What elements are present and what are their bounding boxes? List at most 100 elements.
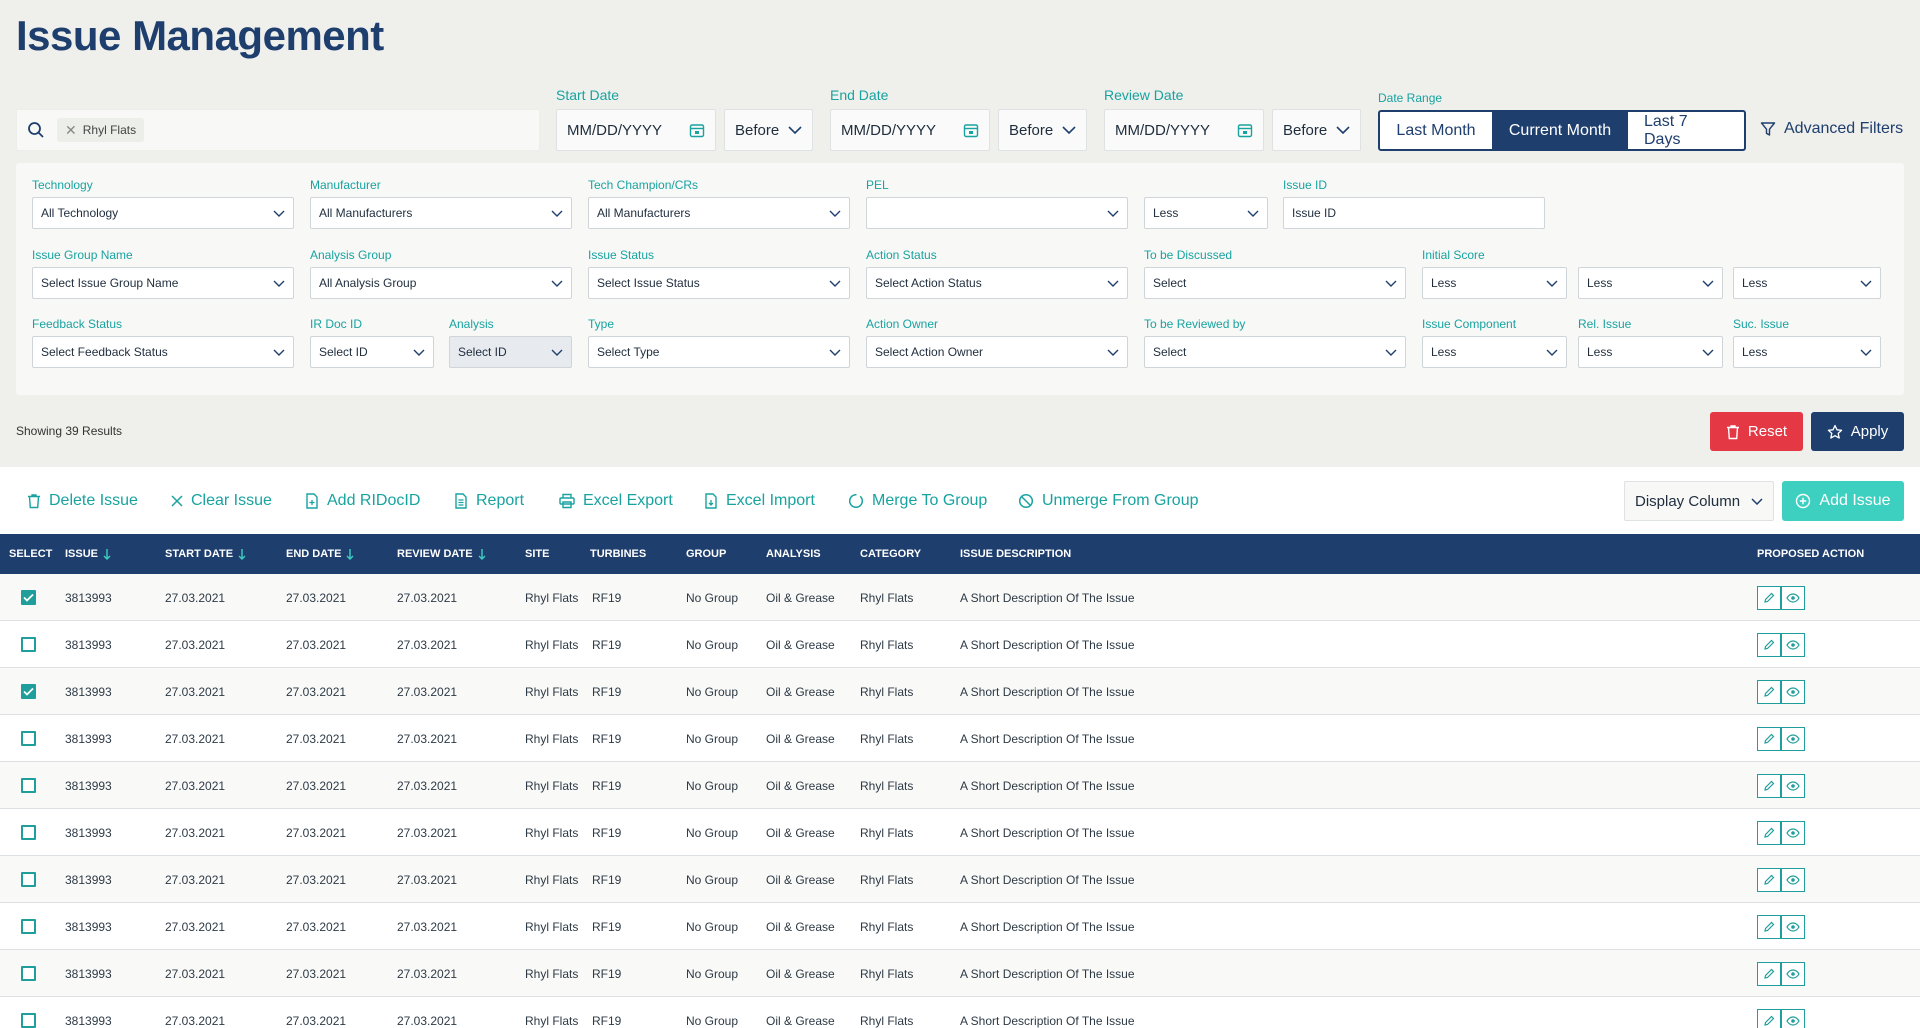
search-input[interactable]: ✕ Rhyl Flats <box>16 109 540 151</box>
rel-issue-select[interactable]: Less <box>1578 336 1723 368</box>
review-date-mode-select[interactable]: Before <box>1272 109 1361 151</box>
edit-icon[interactable] <box>1757 868 1781 892</box>
unmerge-from-group-button[interactable]: Unmerge From Group <box>1018 467 1199 534</box>
eye-icon[interactable] <box>1781 727 1805 751</box>
review-date-input[interactable]: MM/DD/YYYY <box>1104 109 1264 151</box>
issue-id-input[interactable]: Issue ID <box>1283 197 1545 229</box>
technology-select[interactable]: All Technology <box>32 197 294 229</box>
eye-icon[interactable] <box>1781 586 1805 610</box>
table-row[interactable]: 3813993 27.03.2021 27.03.2021 27.03.2021 Rhy… <box>0 903 1920 950</box>
date-range-current-month[interactable]: Current Month <box>1492 112 1628 149</box>
eye-icon[interactable] <box>1781 821 1805 845</box>
pel-select[interactable] <box>866 197 1128 229</box>
column-header-issue[interactable]: ISSUE <box>65 534 111 574</box>
table-row[interactable]: 3813993 27.03.2021 27.03.2021 27.03.2021 Rhy… <box>0 856 1920 903</box>
checkbox-icon[interactable] <box>21 684 36 699</box>
action-status-select[interactable]: Select Action Status <box>866 267 1128 299</box>
pel-compare-select[interactable]: Less <box>1144 197 1268 229</box>
table-row[interactable]: 3813993 27.03.2021 27.03.2021 27.03.2021 Rhy… <box>0 950 1920 997</box>
eye-icon[interactable] <box>1781 868 1805 892</box>
table-row[interactable]: 3813993 27.03.2021 27.03.2021 27.03.2021 Rhy… <box>0 997 1920 1028</box>
eye-icon[interactable] <box>1781 633 1805 657</box>
checkbox-icon[interactable] <box>21 966 36 981</box>
column-header-start-date[interactable]: START DATE <box>165 534 246 574</box>
checkbox-icon[interactable] <box>21 825 36 840</box>
apply-button[interactable]: Apply <box>1811 412 1904 451</box>
action-owner-select[interactable]: Select Action Owner <box>866 336 1128 368</box>
checkbox-icon[interactable] <box>21 731 36 746</box>
to-be-discussed-select[interactable]: Select <box>1144 267 1406 299</box>
checkbox-icon[interactable] <box>21 590 36 605</box>
tech-champion-select[interactable]: All Manufacturers <box>588 197 850 229</box>
close-icon[interactable]: ✕ <box>65 121 77 138</box>
display-column-select[interactable]: Display Column <box>1624 481 1774 521</box>
calendar-icon[interactable] <box>689 122 705 138</box>
table-row[interactable]: 3813993 27.03.2021 27.03.2021 27.03.2021 Rhy… <box>0 574 1920 621</box>
eye-icon[interactable] <box>1781 1009 1805 1028</box>
table-row[interactable]: 3813993 27.03.2021 27.03.2021 27.03.2021 Rhy… <box>0 668 1920 715</box>
start-date-mode-select[interactable]: Before <box>724 109 813 151</box>
date-range-last-month[interactable]: Last Month <box>1396 121 1476 139</box>
type-select[interactable]: Select Type <box>588 336 850 368</box>
excel-export-button[interactable]: Excel Export <box>559 467 673 534</box>
excel-import-button[interactable]: Excel Import <box>704 467 815 534</box>
merge-to-group-button[interactable]: Merge To Group <box>848 467 987 534</box>
end-date-mode-select[interactable]: Before <box>998 109 1087 151</box>
sort-arrow-icon[interactable] <box>103 548 111 560</box>
analysis-select[interactable]: Select ID <box>449 336 572 368</box>
date-range-last-7-days[interactable]: Last 7 Days <box>1644 112 1688 148</box>
column-header-end-date[interactable]: END DATE <box>286 534 354 574</box>
initial-score-select-1[interactable]: Less <box>1422 267 1567 299</box>
edit-icon[interactable] <box>1757 680 1781 704</box>
to-be-reviewed-select[interactable]: Select <box>1144 336 1406 368</box>
initial-score-select-3[interactable]: Less <box>1733 267 1881 299</box>
sort-arrow-icon[interactable] <box>478 548 486 560</box>
issue-group-select[interactable]: Select Issue Group Name <box>32 267 294 299</box>
analysis-group-select[interactable]: All Analysis Group <box>310 267 572 299</box>
edit-icon[interactable] <box>1757 915 1781 939</box>
checkbox-icon[interactable] <box>21 637 36 652</box>
eye-icon[interactable] <box>1781 680 1805 704</box>
edit-icon[interactable] <box>1757 821 1781 845</box>
edit-icon[interactable] <box>1757 727 1781 751</box>
suc-issue-select[interactable]: Less <box>1733 336 1881 368</box>
ir-doc-id-select[interactable]: Select ID <box>310 336 434 368</box>
checkbox-icon[interactable] <box>21 778 36 793</box>
edit-icon[interactable] <box>1757 774 1781 798</box>
sort-arrow-icon[interactable] <box>346 548 354 560</box>
issue-status-select[interactable]: Select Issue Status <box>588 267 850 299</box>
table-row[interactable]: 3813993 27.03.2021 27.03.2021 27.03.2021 Rhy… <box>0 762 1920 809</box>
edit-icon[interactable] <box>1757 633 1781 657</box>
table-row[interactable]: 3813993 27.03.2021 27.03.2021 27.03.2021 Rhy… <box>0 809 1920 856</box>
checkbox-icon[interactable] <box>21 1013 36 1028</box>
initial-score-select-2[interactable]: Less <box>1578 267 1723 299</box>
calendar-icon[interactable] <box>963 122 979 138</box>
eye-icon[interactable] <box>1781 962 1805 986</box>
edit-icon[interactable] <box>1757 586 1781 610</box>
edit-icon[interactable] <box>1757 1009 1781 1028</box>
table-row[interactable]: 3813993 27.03.2021 27.03.2021 27.03.2021 Rhy… <box>0 715 1920 762</box>
add-issue-button[interactable]: Add Issue <box>1782 481 1904 521</box>
manufacturer-select[interactable]: All Manufacturers <box>310 197 572 229</box>
reset-button[interactable]: Reset <box>1710 412 1803 451</box>
table-row[interactable]: 3813993 27.03.2021 27.03.2021 27.03.2021 Rhy… <box>0 621 1920 668</box>
feedback-status-select[interactable]: Select Feedback Status <box>32 336 294 368</box>
calendar-icon[interactable] <box>1237 122 1253 138</box>
sort-arrow-icon[interactable] <box>238 548 246 560</box>
end-date-input[interactable]: MM/DD/YYYY <box>830 109 990 151</box>
start-date-input[interactable]: MM/DD/YYYY <box>556 109 716 151</box>
report-button[interactable]: Report <box>454 467 524 534</box>
issue-component-select[interactable]: Less <box>1422 336 1567 368</box>
clear-issue-button[interactable]: Clear Issue <box>171 467 272 534</box>
delete-issue-button[interactable]: Delete Issue <box>27 467 138 534</box>
edit-icon[interactable] <box>1757 962 1781 986</box>
checkbox-icon[interactable] <box>21 919 36 934</box>
column-header-review-date[interactable]: REVIEW DATE <box>397 534 486 574</box>
eye-icon[interactable] <box>1781 774 1805 798</box>
date-range-toggle[interactable]: Last Month Current Month Last 7 Days <box>1378 110 1746 151</box>
unmerge-from-group-label: Unmerge From Group <box>1042 491 1199 509</box>
eye-icon[interactable] <box>1781 915 1805 939</box>
add-ridocid-button[interactable]: Add RIDocID <box>305 467 420 534</box>
checkbox-icon[interactable] <box>21 872 36 887</box>
advanced-filters-button[interactable]: Advanced Filters <box>1760 120 1903 138</box>
